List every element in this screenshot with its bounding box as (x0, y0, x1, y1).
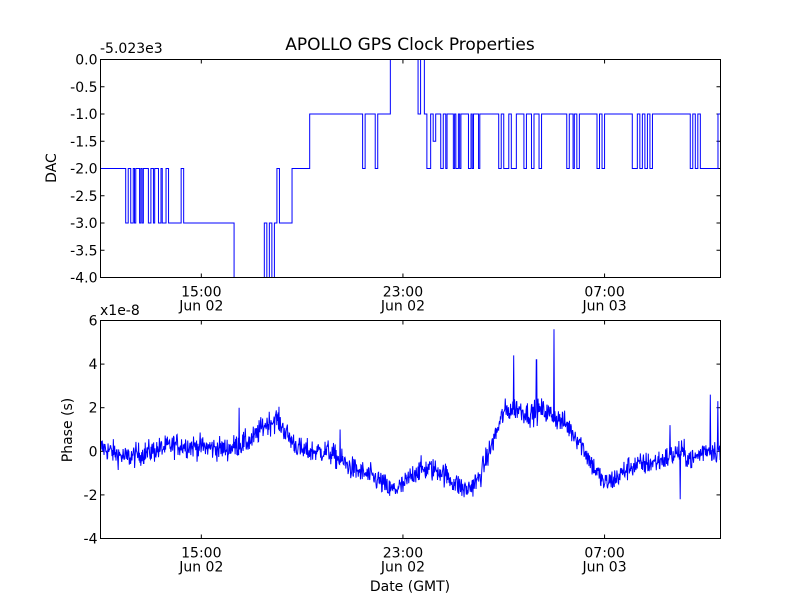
phase-plot-area (100, 329, 721, 500)
dac-x-tick-date: Jun 02 (380, 299, 425, 315)
dac-x-tick-time: 15:00 (181, 285, 221, 301)
dac-series-line (100, 59, 721, 278)
phase-series-line (100, 329, 721, 500)
dac-y-tick-label: -3.5 (70, 243, 97, 259)
dac-y-tick-label: -3.0 (70, 216, 97, 232)
dac-y-tick-label: -2.5 (70, 189, 97, 205)
phase-x-tick-time: 15:00 (181, 546, 221, 562)
dac-x-tick-time: 07:00 (584, 285, 624, 301)
phase-y-tick-label: 6 (89, 314, 98, 330)
chart-title: APOLLO GPS Clock Properties (285, 35, 535, 55)
phase-x-tick-time: 23:00 (383, 546, 423, 562)
phase-y-tick-label: -4 (84, 532, 98, 548)
dac-y-tick-label: 0.0 (75, 53, 97, 69)
dac-y-tick-label: -2.0 (70, 162, 97, 178)
phase-x-tick-date: Jun 02 (380, 560, 425, 576)
dac-y-tick-label: -4.0 (70, 271, 97, 287)
phase-y-tick-label: 4 (89, 357, 98, 373)
dac-x-tick-date: Jun 03 (581, 299, 626, 315)
phase-offset-text: x1e-8 (100, 303, 140, 319)
phase-y-tick-label: 0 (89, 444, 98, 460)
dac-panel: APOLLO GPS Clock Properties -5.023e3 DAC… (44, 35, 721, 315)
dac-x-tick-date: Jun 02 (178, 299, 223, 315)
phase-y-axis-label: Phase (s) (60, 398, 76, 462)
phase-axes-frame (100, 320, 721, 539)
dac-x-tick-time: 23:00 (383, 285, 423, 301)
dac-y-axis-label: DAC (44, 153, 60, 183)
dac-axes-frame (100, 59, 721, 278)
phase-y-tick-label: -2 (84, 488, 98, 504)
dac-y-tick-label: -1.5 (70, 134, 97, 150)
phase-ticks (100, 320, 721, 539)
phase-x-tick-time: 07:00 (584, 546, 624, 562)
dac-y-tick-label: -1.0 (70, 107, 97, 123)
dac-plot-area (100, 59, 721, 278)
dac-offset-text: -5.023e3 (100, 41, 163, 57)
dac-y-tick-label: -0.5 (70, 80, 97, 96)
phase-x-tick-date: Jun 02 (178, 560, 223, 576)
phase-x-tick-date: Jun 03 (581, 560, 626, 576)
phase-y-tick-label: 2 (89, 401, 98, 417)
dac-tick-labels: 0.0 -0.5 -1.0 -1.5 -2.0 -2.5 -3.0 -3.5 -4.0 15:00… (70, 53, 626, 315)
phase-panel: x1e-8 Phase (s) Date (GMT) 6 4 2 0 -2 -4 15:00… (60, 303, 721, 595)
dac-ticks (100, 59, 721, 278)
x-axis-label: Date (GMT) (370, 579, 450, 595)
